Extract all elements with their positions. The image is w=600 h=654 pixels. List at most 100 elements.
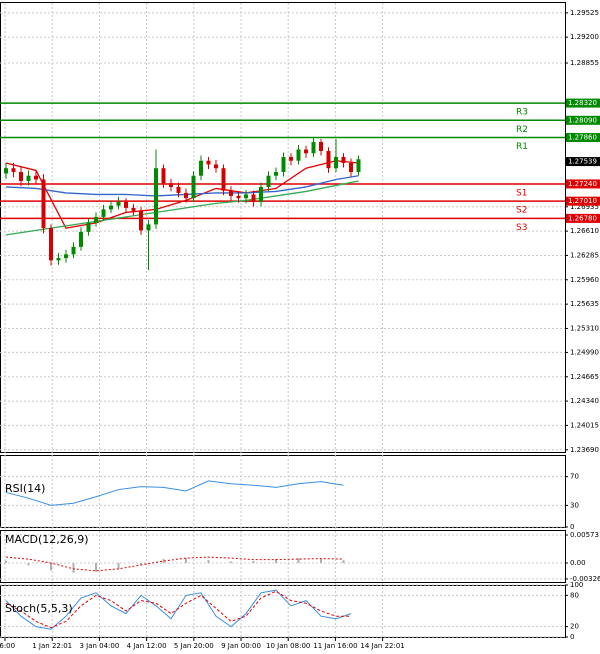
y-tick-label: 0.00 bbox=[570, 559, 586, 567]
panel-title: Stoch(5,5,3) bbox=[5, 602, 73, 615]
y-tick-label: 1.25960 bbox=[570, 276, 599, 284]
current-price: 1.27539 bbox=[568, 158, 597, 166]
candle-body bbox=[109, 205, 113, 210]
level-price-box bbox=[566, 133, 600, 143]
histogram-bar bbox=[72, 562, 75, 573]
y-tick-label: 1.25310 bbox=[570, 324, 599, 332]
histogram-bar bbox=[207, 560, 210, 563]
candle-body bbox=[296, 149, 301, 161]
level-name: R1 bbox=[516, 142, 528, 152]
panel-title: RSI(14) bbox=[5, 482, 45, 495]
candle-body bbox=[56, 258, 61, 261]
y-tick-label: 1.26935 bbox=[570, 203, 599, 211]
candle-body bbox=[176, 186, 181, 193]
x-tick-label: 1 Jan 22:01 bbox=[32, 642, 72, 650]
y-tick-label: 1.29200 bbox=[570, 33, 599, 41]
y-tick-label: 1.23690 bbox=[570, 446, 599, 454]
candle-body bbox=[311, 142, 316, 154]
histogram-bar bbox=[95, 562, 97, 572]
level-price: 1.28320 bbox=[568, 99, 597, 107]
candle-body bbox=[319, 142, 323, 152]
candle-body bbox=[101, 209, 106, 217]
level-price-box bbox=[566, 115, 600, 125]
indicator-line bbox=[5, 589, 352, 630]
histogram-bar bbox=[117, 562, 120, 569]
candle-body bbox=[4, 168, 8, 174]
y-tick-label: 20 bbox=[570, 623, 579, 631]
candle-body bbox=[146, 224, 151, 231]
indicator-line bbox=[5, 590, 351, 629]
candle-body bbox=[11, 168, 16, 172]
stoch-panel bbox=[0, 585, 566, 638]
candle-body bbox=[41, 179, 46, 229]
panel-title: MACD(12,26,9) bbox=[5, 533, 89, 546]
candle-body bbox=[221, 168, 226, 191]
macd-panel bbox=[0, 530, 566, 583]
level-name: S1 bbox=[516, 188, 527, 198]
level-price: 1.27860 bbox=[568, 134, 597, 142]
y-tick-label: 0 bbox=[570, 633, 574, 641]
x-tick-label: 9 Jan 00:00 bbox=[221, 642, 261, 650]
candle-body bbox=[34, 175, 38, 180]
histogram-bar bbox=[140, 562, 142, 565]
y-tick-label: 1.28855 bbox=[570, 59, 599, 67]
histogram-bar bbox=[342, 560, 345, 563]
candle-body bbox=[251, 194, 256, 202]
y-tick-label: 0.005731 bbox=[570, 531, 600, 539]
histogram-bar bbox=[5, 560, 7, 563]
x-tick-label: 4 Jan 12:00 bbox=[127, 642, 167, 650]
indicator-line bbox=[5, 480, 344, 506]
histogram-bar bbox=[297, 558, 300, 563]
candle-body bbox=[139, 210, 143, 231]
candle-body bbox=[191, 175, 196, 199]
histogram-bar bbox=[185, 558, 187, 563]
y-tick-label: 1.29525 bbox=[570, 9, 599, 17]
level-price-box bbox=[566, 213, 600, 223]
x-tick-label: 10 Jan 08:00 bbox=[266, 642, 310, 650]
level-price: 1.27010 bbox=[568, 197, 597, 205]
candle-body bbox=[304, 149, 308, 154]
level-price-box bbox=[566, 196, 600, 206]
candle-body bbox=[199, 160, 203, 176]
candle-body bbox=[341, 156, 346, 163]
candle-body bbox=[289, 156, 293, 161]
y-tick-label: 0 bbox=[570, 523, 574, 531]
signal-line bbox=[5, 556, 344, 572]
candle-body bbox=[116, 201, 121, 206]
candle-body bbox=[154, 168, 158, 225]
candle-body bbox=[169, 183, 173, 187]
candle-body bbox=[236, 195, 241, 199]
y-tick-label: -0.003269 bbox=[570, 575, 600, 583]
y-tick-label: 1.24015 bbox=[570, 421, 599, 429]
y-tick-label: 30 bbox=[570, 501, 579, 509]
candle-body bbox=[161, 168, 166, 184]
x-tick-label: 11 Jan 16:00 bbox=[313, 642, 357, 650]
candle-body bbox=[349, 162, 353, 172]
candle-body bbox=[94, 216, 98, 223]
candle-body bbox=[86, 222, 91, 232]
y-tick-label: 70 bbox=[570, 473, 579, 481]
candle-body bbox=[19, 171, 23, 181]
level-price: 1.26780 bbox=[568, 214, 597, 222]
level-name: S2 bbox=[516, 206, 527, 216]
level-name: S3 bbox=[516, 223, 527, 233]
histogram-bar bbox=[162, 559, 165, 563]
y-tick-label: 1.26285 bbox=[570, 251, 599, 259]
histogram-bar bbox=[50, 562, 52, 571]
y-tick-label: 1.24665 bbox=[570, 373, 599, 381]
candle-body bbox=[334, 156, 338, 169]
candle-body bbox=[49, 228, 53, 261]
y-tick-label: 1.24340 bbox=[570, 397, 599, 405]
candle-body bbox=[131, 207, 136, 211]
current-price-box bbox=[566, 157, 600, 167]
y-tick-label: 80 bbox=[570, 591, 579, 599]
candle-body bbox=[124, 201, 128, 208]
candle-body bbox=[26, 175, 31, 181]
rsi-panel bbox=[0, 455, 566, 528]
candle-body bbox=[206, 160, 211, 165]
candle-body bbox=[274, 171, 278, 176]
candle-body bbox=[356, 159, 361, 172]
candle-body bbox=[184, 192, 188, 199]
